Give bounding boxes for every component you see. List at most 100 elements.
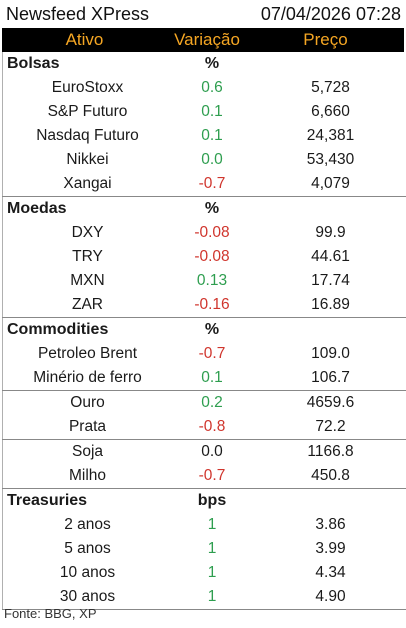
asset-name: Nikkei: [66, 151, 109, 168]
top-bar: Newsfeed XPress 07/04/2026 07:28: [0, 0, 406, 28]
section-header: Treasuries bps: [2, 488, 406, 513]
asset-name: Petroleo Brent: [37, 345, 138, 362]
section-header: Moedas%: [2, 196, 406, 221]
change-value: 0.1: [201, 103, 223, 120]
source-note: Fonte: BBG, XP: [4, 606, 97, 621]
table-row: Ouro 0.2 4659.6: [2, 390, 406, 415]
change-value: -0.08: [194, 224, 230, 241]
change-value: -0.8: [198, 418, 226, 435]
asset-name: Ouro: [2, 390, 172, 415]
price-value: 4.34: [315, 564, 346, 581]
table-row: 10 anos 1 4.34: [3, 561, 406, 585]
section-spacer: [252, 196, 406, 221]
price-value: 24,381: [306, 127, 355, 144]
section-title: Commodities: [2, 317, 172, 342]
section-title: Moedas: [2, 196, 172, 221]
price-value: 4,079: [311, 175, 350, 192]
change-value: 0.0: [201, 151, 223, 168]
section-title: Bolsas: [7, 55, 60, 72]
table-row: Nikkei 0.0 53,430: [3, 148, 406, 172]
header-price: Preço: [303, 30, 348, 49]
change-value: 1: [207, 564, 217, 581]
change-value: 0.2: [172, 390, 252, 415]
section-spacer: [252, 52, 406, 76]
price-value: 6,660: [311, 103, 350, 120]
asset-name: S&P Futuro: [47, 103, 128, 120]
change-value: -0.16: [194, 296, 230, 313]
table-row: Nasdaq Futuro 0.1 24,381: [3, 124, 406, 148]
header-change: Variação: [174, 30, 240, 49]
table-row: Xangai -0.7 4,079: [3, 172, 406, 197]
price-value: 109.0: [311, 345, 350, 362]
column-header: Ativo Variação Preço: [2, 28, 404, 52]
asset-name: Soja: [2, 439, 172, 464]
section-header: Commodities%: [2, 317, 406, 342]
change-value: -0.7: [198, 345, 226, 362]
change-value: 0.0: [172, 439, 252, 464]
asset-name: 5 anos: [64, 540, 111, 557]
price-value: 1166.8: [252, 439, 406, 464]
table-row: EuroStoxx 0.6 5,728: [3, 76, 406, 100]
asset-name: 10 anos: [59, 564, 116, 581]
price-value: 4659.6: [252, 390, 406, 415]
price-value: 450.8: [311, 467, 350, 484]
change-value: 1: [207, 516, 217, 533]
table-row: Prata -0.8 72.2: [3, 415, 406, 440]
change-value: -0.08: [194, 248, 230, 265]
price-value: 4.90: [252, 585, 406, 610]
change-value: -0.7: [198, 175, 226, 192]
asset-name: 2 anos: [64, 516, 111, 533]
asset-name: ZAR: [72, 296, 103, 313]
asset-name: Prata: [68, 418, 107, 435]
section-unit: %: [204, 55, 220, 72]
asset-name: Minério de ferro: [33, 369, 142, 386]
price-value: 3.99: [315, 540, 346, 557]
price-value: 44.61: [311, 248, 350, 265]
table-row: TRY -0.08 44.61: [3, 245, 406, 269]
change-value: -0.7: [198, 467, 226, 484]
table-row: MXN 0.13 17.74: [3, 269, 406, 293]
table-row: Petroleo Brent -0.7 109.0: [3, 342, 406, 366]
price-value: 53,430: [306, 151, 355, 168]
table-row: Minério de ferro 0.1 106.7: [3, 366, 406, 391]
price-value: 5,728: [311, 79, 350, 96]
section-spacer: [252, 317, 406, 342]
price-value: 3.86: [315, 516, 346, 533]
table-row: 2 anos 1 3.86: [3, 513, 406, 537]
change-value: 1: [207, 540, 217, 557]
table-row: DXY -0.08 99.9: [3, 221, 406, 245]
change-value: 0.1: [201, 369, 223, 386]
asset-name: MXN: [70, 272, 105, 289]
section-unit: bps: [172, 488, 252, 513]
change-value: 1: [172, 585, 252, 610]
asset-name: TRY: [72, 248, 103, 265]
date-time: 07/04/2026 07:28: [260, 3, 401, 24]
change-value: 0.1: [201, 127, 223, 144]
header-asset: Ativo: [65, 30, 104, 49]
section-spacer: [252, 488, 406, 513]
table-row: 5 anos 1 3.99: [3, 537, 406, 561]
table-row: 30 anos 1 4.90: [2, 585, 406, 610]
asset-name: DXY: [71, 224, 104, 241]
app-title: Newsfeed XPress: [6, 3, 150, 24]
asset-name: 30 anos: [2, 585, 172, 610]
table-row: S&P Futuro 0.1 6,660: [3, 100, 406, 124]
price-value: 16.89: [311, 296, 350, 313]
asset-name: Xangai: [63, 175, 112, 192]
price-value: 17.74: [311, 272, 350, 289]
price-value: 99.9: [315, 224, 346, 241]
asset-name: EuroStoxx: [51, 79, 124, 96]
table-row: ZAR -0.16 16.89: [3, 293, 406, 318]
price-value: 72.2: [315, 418, 346, 435]
change-value: 0.6: [201, 79, 223, 96]
price-value: 106.7: [311, 369, 350, 386]
asset-name: Milho: [68, 467, 107, 484]
asset-name: Nasdaq Futuro: [36, 127, 139, 144]
table-row: Soja 0.0 1166.8: [2, 439, 406, 464]
market-table: Bolsas% EuroStoxx 0.6 5,728 S&P Futuro 0.1 6,6…: [2, 52, 406, 610]
table-row: Milho -0.7 450.8: [3, 464, 406, 489]
section-title: Treasuries: [2, 488, 172, 513]
section-unit: %: [172, 317, 252, 342]
section-header: Bolsas%: [3, 52, 406, 76]
